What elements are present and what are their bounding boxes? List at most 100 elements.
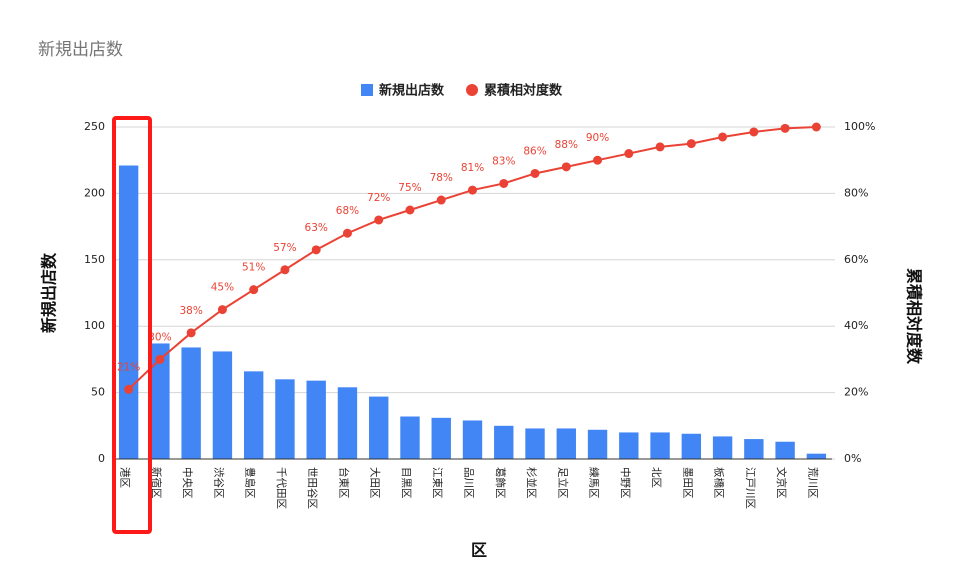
line-point — [499, 178, 509, 188]
bar — [275, 379, 295, 459]
data-label: 88% — [555, 139, 578, 151]
bar — [525, 428, 545, 459]
x-tick-label: 板橋区 — [713, 467, 726, 499]
bar — [462, 420, 483, 459]
y-axis-title: 新規出店数 — [40, 252, 59, 333]
y2-axis-title: 累積相対度数 — [905, 268, 924, 365]
bar — [619, 432, 639, 459]
data-label: 81% — [461, 162, 484, 174]
line-point — [249, 285, 259, 295]
line-point — [811, 122, 821, 132]
line-point — [468, 185, 477, 195]
legend-marker — [466, 84, 479, 96]
x-tick-label: 千代田区 — [275, 467, 287, 509]
y2-tick-label: 60% — [844, 253, 868, 266]
data-label: 30% — [148, 331, 171, 343]
bar — [775, 441, 795, 459]
legend: 新規出店数 累積相対度数 — [361, 83, 563, 99]
legend-label: 新規出店数 — [379, 83, 445, 99]
bar — [212, 351, 233, 459]
x-tick-label: 北区 — [650, 467, 662, 488]
line-point — [749, 127, 759, 137]
bar — [243, 371, 264, 459]
x-tick-label: 品川区 — [463, 467, 475, 499]
data-label: 90% — [586, 132, 609, 144]
line-point — [124, 384, 134, 394]
line-point — [342, 228, 352, 238]
x-tick-label: 足立区 — [556, 467, 569, 499]
x-tick-label: 台東区 — [337, 467, 350, 499]
data-label: 72% — [367, 192, 390, 204]
y2-tick-label: 40% — [844, 319, 868, 332]
x-tick-label: 江東区 — [431, 467, 444, 499]
x-tick-label: 新宿区 — [150, 467, 163, 499]
y-tick-label: 0 — [98, 452, 105, 465]
x-tick-label: 文京区 — [775, 467, 788, 499]
line-point — [374, 215, 384, 225]
y2-tick-label: 20% — [844, 386, 868, 399]
data-label: 83% — [492, 155, 515, 167]
bar — [369, 396, 389, 459]
chart-title: 新規出店数 — [38, 40, 123, 60]
line-point — [530, 168, 540, 178]
bar — [400, 416, 420, 459]
x-tick-label: 渋谷区 — [212, 467, 225, 499]
line-point — [311, 245, 321, 255]
bar — [306, 380, 326, 459]
data-label: 75% — [398, 182, 421, 194]
line-point — [655, 142, 665, 152]
data-label: 38% — [179, 305, 202, 317]
line-point — [780, 123, 790, 133]
x-tick-label: 中央区 — [181, 467, 194, 499]
bar — [712, 436, 733, 459]
data-label: 86% — [523, 145, 546, 157]
x-tick-label: 江戸川区 — [744, 467, 756, 509]
bar — [556, 428, 576, 459]
bar — [118, 165, 139, 459]
bar — [494, 425, 514, 459]
x-tick-label: 港区 — [119, 467, 131, 488]
x-tick-label: 荒川区 — [806, 467, 818, 499]
data-label: 45% — [211, 282, 234, 294]
data-label: 51% — [242, 262, 265, 274]
line-point — [155, 354, 165, 364]
y-tick-label: 150 — [84, 253, 105, 266]
bar — [150, 343, 170, 459]
legend-marker — [361, 84, 373, 96]
x-tick-label: 杉並区 — [525, 467, 538, 499]
line-point — [405, 205, 415, 215]
x-tick-label: 練馬区 — [588, 467, 601, 499]
data-label: 78% — [430, 172, 453, 184]
bar — [587, 429, 608, 459]
bar — [181, 347, 201, 459]
bar — [744, 439, 764, 459]
legend-label: 累積相対度数 — [484, 83, 563, 99]
line-point — [436, 195, 446, 205]
y-tick-label: 100 — [84, 319, 105, 332]
data-label: 63% — [305, 222, 328, 234]
line-point — [718, 132, 728, 142]
line-point — [186, 328, 196, 338]
x-tick-label: 世田谷区 — [306, 467, 318, 509]
highlight-box — [112, 116, 152, 534]
y2-tick-label: 100% — [844, 120, 875, 133]
x-tick-label: 中野区 — [619, 467, 632, 499]
data-label: 21% — [117, 361, 140, 373]
x-tick-label: 豊島区 — [244, 467, 257, 499]
line-point — [561, 162, 571, 172]
data-label: 57% — [273, 242, 296, 254]
x-tick-label: 目黒区 — [400, 467, 412, 499]
line-point — [686, 139, 696, 149]
y2-tick-label: 0% — [844, 452, 861, 465]
bar — [431, 417, 451, 459]
plot-area: 0 50 100 150 200 250 0% 20% 40% 60% 80% 100% 港区 新宿区 中央… — [84, 120, 875, 509]
bar — [337, 387, 358, 459]
data-label: 68% — [336, 205, 359, 217]
y-tick-label: 250 — [84, 120, 105, 133]
x-tick-label: 葛飾区 — [494, 467, 507, 499]
y2-tick-label: 80% — [844, 186, 868, 199]
line-point — [280, 265, 290, 275]
bar — [650, 432, 670, 459]
y-tick-label: 200 — [84, 186, 105, 199]
